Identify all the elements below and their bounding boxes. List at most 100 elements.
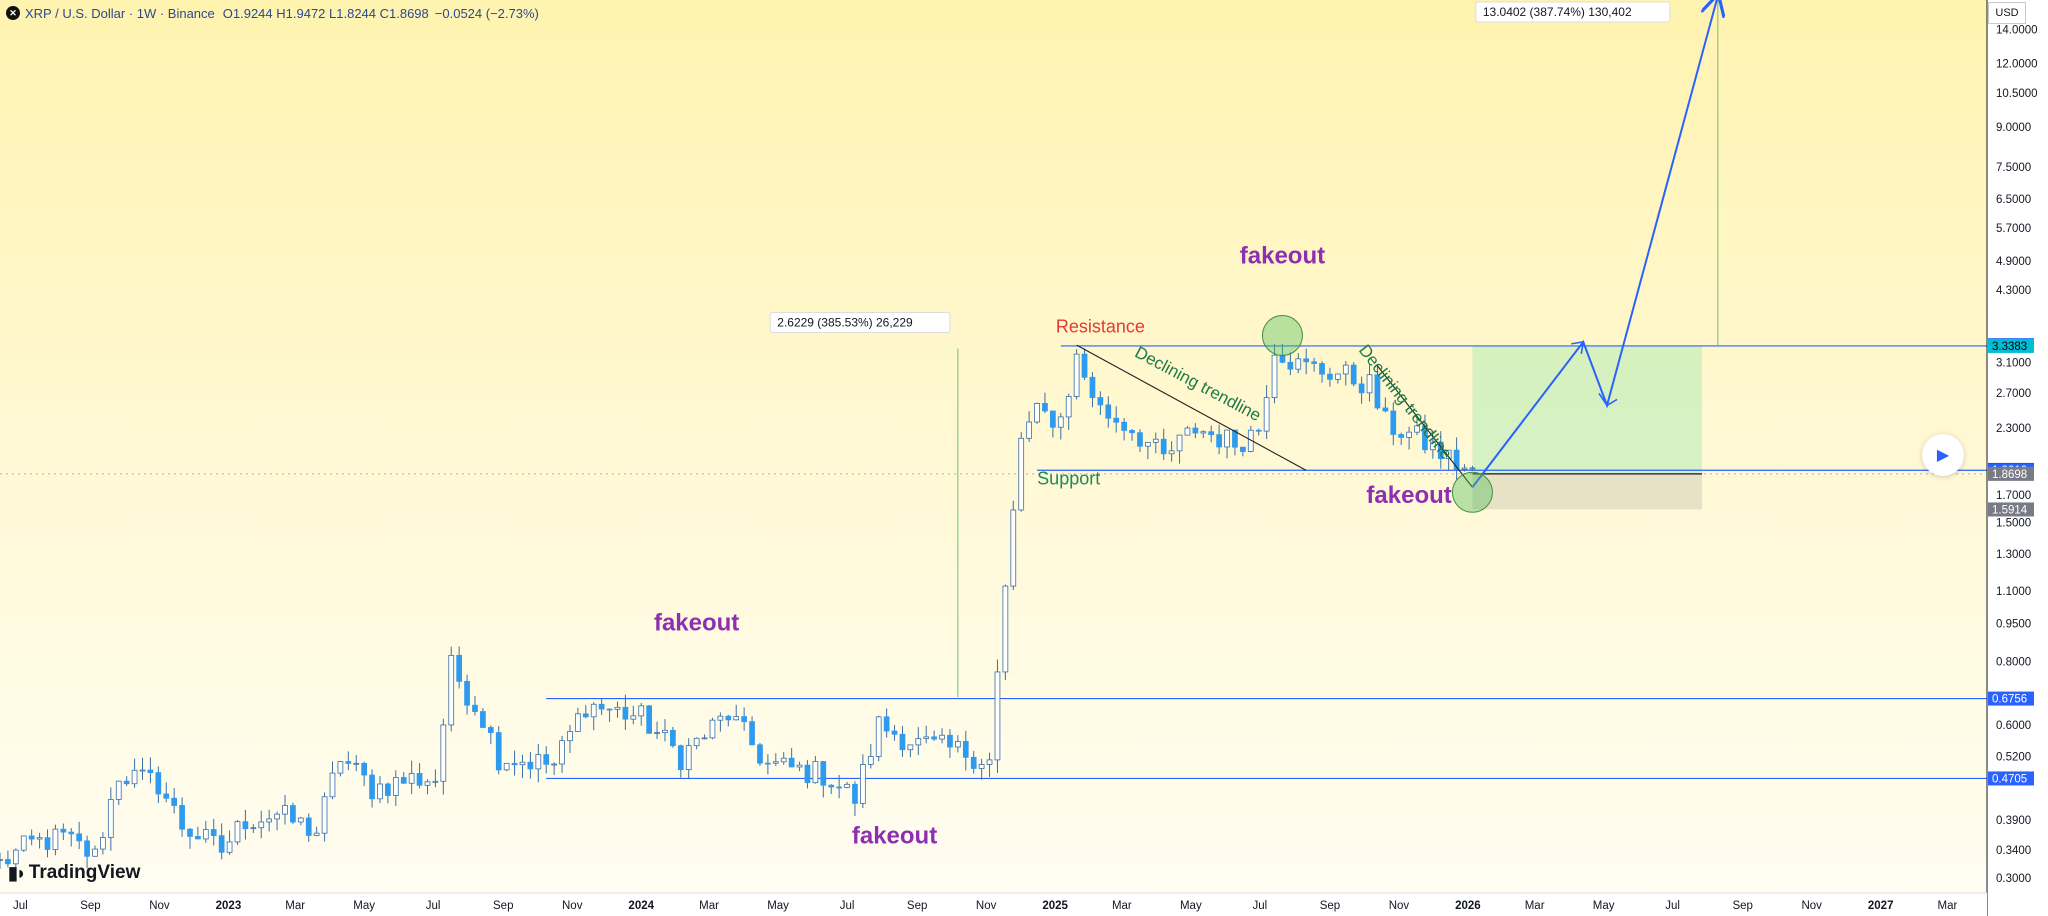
candle bbox=[100, 832, 106, 855]
candle bbox=[1145, 442, 1151, 460]
candle bbox=[1002, 584, 1009, 680]
candle-body bbox=[44, 837, 51, 850]
candle bbox=[353, 755, 360, 772]
candle-body bbox=[456, 654, 463, 682]
scroll-to-realtime-button[interactable]: ▶ bbox=[1922, 434, 1964, 476]
candle bbox=[567, 724, 573, 754]
candle-body bbox=[60, 828, 67, 833]
candle-body bbox=[867, 756, 874, 765]
candle bbox=[1366, 363, 1373, 402]
candle bbox=[392, 770, 399, 807]
candle-body bbox=[480, 711, 486, 728]
candle-body bbox=[1271, 354, 1278, 398]
candle-body bbox=[1469, 467, 1476, 470]
candle-body bbox=[1160, 438, 1167, 455]
candle bbox=[685, 738, 692, 779]
candle-body bbox=[147, 769, 154, 774]
candle bbox=[1287, 352, 1294, 376]
candle bbox=[115, 780, 122, 806]
candle bbox=[440, 718, 447, 795]
price-tag-label: 0.6756 bbox=[1992, 694, 2027, 706]
time-axis: Jul Sep Nov 2023 Mar May Jul Sep Nov 2024 Mar May Ju… bbox=[13, 900, 1957, 912]
x-tick-label: Mar bbox=[285, 900, 305, 912]
time-axis-panel[interactable] bbox=[0, 893, 1987, 916]
y-tick-label: 1.5000 bbox=[1996, 518, 2031, 530]
candle-body bbox=[670, 729, 676, 747]
candle bbox=[321, 792, 328, 842]
candle-body bbox=[551, 763, 557, 766]
annotation-fakeout-0: fakeout bbox=[654, 609, 739, 636]
symbol-header[interactable]: ✕ XRP / U.S. Dollar · 1W · Binance O1.92… bbox=[6, 4, 539, 22]
candle bbox=[677, 744, 684, 778]
candle bbox=[915, 727, 922, 756]
y-tick-label: 2.3000 bbox=[1996, 423, 2031, 435]
candle-body bbox=[852, 783, 858, 804]
x-tick-label: Mar bbox=[1112, 900, 1132, 912]
x-tick-label: May bbox=[1593, 900, 1615, 912]
price-axis-panel[interactable] bbox=[1987, 0, 2048, 916]
zone-1 bbox=[1472, 473, 1703, 510]
candle-body bbox=[1430, 441, 1436, 451]
candle bbox=[0, 852, 3, 869]
candle-body bbox=[796, 764, 803, 768]
currency-label[interactable]: USD bbox=[1988, 2, 2026, 24]
y-tick-label: 1.3000 bbox=[1996, 549, 2031, 561]
candle-body bbox=[519, 761, 526, 766]
y-tick-label: 0.3000 bbox=[1996, 873, 2031, 885]
candle-body bbox=[741, 716, 747, 723]
candle bbox=[923, 725, 930, 744]
candle bbox=[1105, 396, 1112, 428]
candle bbox=[812, 755, 819, 784]
measures-layer: 2.6229 (385.53%) 26,229 13.0402 (387.74%)… bbox=[769, 0, 1719, 698]
candle-body bbox=[804, 764, 811, 784]
candle-body bbox=[899, 733, 906, 751]
candle-body bbox=[297, 817, 304, 823]
candle-body bbox=[329, 772, 336, 798]
y-tick-label: 0.3900 bbox=[1996, 815, 2031, 827]
candle-body bbox=[590, 703, 597, 718]
candle-body bbox=[1461, 467, 1468, 470]
candle-body bbox=[1002, 585, 1009, 673]
candle bbox=[1018, 432, 1025, 512]
candle-body bbox=[187, 828, 193, 837]
candle bbox=[472, 695, 478, 716]
candle-body bbox=[416, 773, 423, 786]
candle-body bbox=[1240, 446, 1246, 452]
symbol-title[interactable]: XRP / U.S. Dollar · 1W · Binance bbox=[25, 5, 215, 21]
candle-body bbox=[1366, 374, 1373, 394]
candle-body bbox=[630, 715, 637, 720]
y-tick-label: 14.0000 bbox=[1996, 24, 2038, 36]
candle-body bbox=[5, 859, 11, 865]
candle-body bbox=[1279, 354, 1286, 363]
x-tick-label: Jul bbox=[840, 900, 855, 912]
candle bbox=[495, 726, 502, 775]
candle-body bbox=[1137, 432, 1143, 447]
price-tag-box bbox=[1988, 502, 2034, 517]
candle bbox=[772, 753, 779, 767]
annotation-fakeout-3: fakeout bbox=[1366, 482, 1451, 509]
tradingview-brand-text: TradingView bbox=[28, 862, 141, 883]
candle bbox=[1010, 500, 1017, 591]
candle-body bbox=[812, 761, 819, 784]
candle bbox=[313, 826, 320, 837]
candle bbox=[1453, 437, 1460, 480]
price-tag-label: 1.5914 bbox=[1992, 504, 2028, 516]
candle bbox=[226, 830, 233, 855]
price-axis: 14.0000 12.0000 10.5000 9.0000 7.5000 6.5000 5… bbox=[1996, 24, 2038, 884]
price-tag-label: 3.3383 bbox=[1992, 341, 2027, 353]
horizontal-lines-layer bbox=[546, 345, 1987, 780]
candle-body bbox=[1350, 364, 1357, 385]
candle bbox=[701, 734, 708, 740]
candle bbox=[345, 751, 352, 771]
candle bbox=[788, 748, 795, 768]
x-tick-label: 2026 bbox=[1455, 900, 1481, 912]
candle bbox=[654, 721, 660, 739]
candle-body bbox=[242, 821, 249, 830]
candle bbox=[361, 761, 368, 787]
x-tick-label: May bbox=[353, 900, 375, 912]
candle bbox=[1398, 432, 1405, 446]
candle bbox=[147, 757, 154, 784]
candle-body bbox=[1406, 431, 1412, 438]
candle bbox=[1374, 363, 1381, 410]
